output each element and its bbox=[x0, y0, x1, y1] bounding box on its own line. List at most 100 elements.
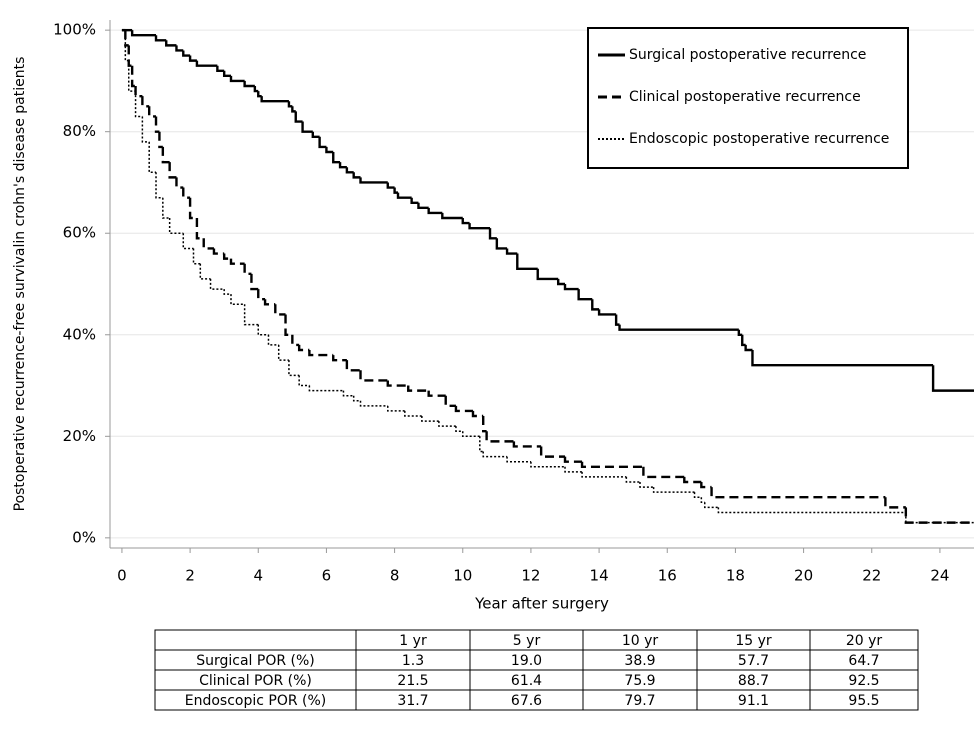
step-segment bbox=[202, 238, 214, 250]
step-segment bbox=[260, 96, 289, 103]
step-segment bbox=[386, 182, 395, 189]
x-tick-label: 8 bbox=[390, 567, 400, 585]
step-segment bbox=[155, 172, 163, 199]
y-tick-label: 100% bbox=[53, 21, 96, 39]
step-segment bbox=[332, 355, 347, 362]
step-segment bbox=[455, 426, 463, 432]
step-segment bbox=[130, 30, 157, 37]
step-segment bbox=[642, 466, 685, 479]
step-segment bbox=[536, 268, 559, 281]
step-segment bbox=[294, 111, 303, 123]
step-segment bbox=[703, 502, 719, 509]
step-segment bbox=[652, 487, 695, 493]
step-segment bbox=[352, 395, 361, 402]
step-segment bbox=[563, 456, 583, 463]
step-segment bbox=[441, 212, 463, 220]
x-tick-label: 20 bbox=[794, 567, 813, 585]
table-header: 10 yr bbox=[622, 633, 659, 649]
y-tick-label: 60% bbox=[63, 224, 96, 242]
step-segment bbox=[284, 314, 293, 336]
step-segment bbox=[165, 40, 177, 47]
table-cell: 92.5 bbox=[848, 673, 879, 689]
step-segment bbox=[253, 86, 259, 93]
step-segment bbox=[154, 116, 160, 133]
step-segment bbox=[462, 431, 480, 438]
step-segment bbox=[625, 476, 640, 483]
step-segment bbox=[505, 248, 518, 255]
step-segment bbox=[175, 45, 184, 52]
step-segment bbox=[195, 218, 204, 240]
table-row-label: Endoscopic POR (%) bbox=[185, 693, 327, 709]
step-segment bbox=[161, 146, 170, 164]
step-segment bbox=[287, 101, 293, 108]
table-cell: 67.6 bbox=[511, 693, 542, 709]
step-segment bbox=[352, 172, 361, 179]
step-segment bbox=[230, 294, 245, 306]
step-segment bbox=[127, 45, 133, 67]
step-segment bbox=[274, 304, 286, 316]
step-segment bbox=[744, 344, 753, 352]
step-segment bbox=[710, 487, 886, 499]
table-cell: 21.5 bbox=[397, 673, 428, 689]
legend-label: Endoscopic postoperative recurrence bbox=[629, 131, 889, 147]
step-segment bbox=[512, 441, 542, 448]
step-segment bbox=[209, 278, 225, 290]
step-segment bbox=[751, 350, 934, 367]
step-segment bbox=[342, 390, 354, 397]
step-segment bbox=[222, 253, 231, 260]
step-segment bbox=[195, 60, 218, 67]
step-segment bbox=[222, 70, 231, 78]
step-segment bbox=[175, 177, 184, 189]
step-segment bbox=[192, 248, 201, 265]
step-segment bbox=[482, 416, 487, 433]
table-cell: 91.1 bbox=[738, 693, 769, 709]
legend-label: Clinical postoperative recurrence bbox=[629, 89, 861, 105]
x-tick-label: 4 bbox=[253, 567, 263, 585]
step-segment bbox=[311, 131, 320, 138]
step-segment bbox=[479, 436, 484, 453]
step-segment bbox=[482, 451, 508, 458]
x-tick-label: 18 bbox=[726, 567, 745, 585]
step-segment bbox=[297, 344, 310, 352]
step-segment bbox=[495, 238, 508, 250]
step-segment bbox=[556, 278, 566, 286]
step-segment bbox=[332, 152, 341, 164]
x-tick-label: 16 bbox=[658, 567, 677, 585]
step-segment bbox=[438, 421, 456, 427]
step-segment bbox=[148, 141, 157, 174]
step-segment bbox=[905, 512, 974, 524]
step-segment bbox=[182, 233, 194, 250]
step-segment bbox=[614, 314, 620, 326]
x-tick-label: 22 bbox=[862, 567, 881, 585]
step-segment bbox=[407, 385, 429, 392]
x-tick-label: 2 bbox=[185, 567, 195, 585]
table-cell: 79.7 bbox=[624, 693, 655, 709]
step-segment bbox=[216, 65, 225, 72]
step-segment bbox=[539, 446, 566, 458]
step-segment bbox=[427, 207, 443, 215]
step-segment bbox=[393, 187, 398, 194]
step-segment bbox=[396, 192, 412, 199]
table-header: 20 yr bbox=[846, 633, 883, 649]
step-segment bbox=[591, 299, 600, 311]
step-segment bbox=[741, 334, 746, 347]
step-segment bbox=[257, 324, 269, 336]
step-segment bbox=[277, 344, 289, 361]
x-tick-label: 0 bbox=[117, 567, 127, 585]
step-segment bbox=[212, 248, 225, 255]
step-segment bbox=[141, 116, 150, 143]
step-segment bbox=[168, 218, 184, 234]
step-segment bbox=[597, 309, 617, 316]
y-tick-label: 20% bbox=[63, 427, 96, 445]
step-segment bbox=[124, 30, 129, 62]
step-segment bbox=[488, 228, 497, 240]
y-tick-label: 80% bbox=[63, 122, 96, 140]
table-cell: 57.7 bbox=[738, 653, 769, 669]
step-segment bbox=[345, 167, 354, 174]
step-segment bbox=[700, 497, 705, 504]
x-tick-label: 12 bbox=[521, 567, 540, 585]
step-segment bbox=[223, 289, 231, 295]
table-header: 5 yr bbox=[513, 633, 541, 649]
step-segment bbox=[506, 456, 531, 463]
